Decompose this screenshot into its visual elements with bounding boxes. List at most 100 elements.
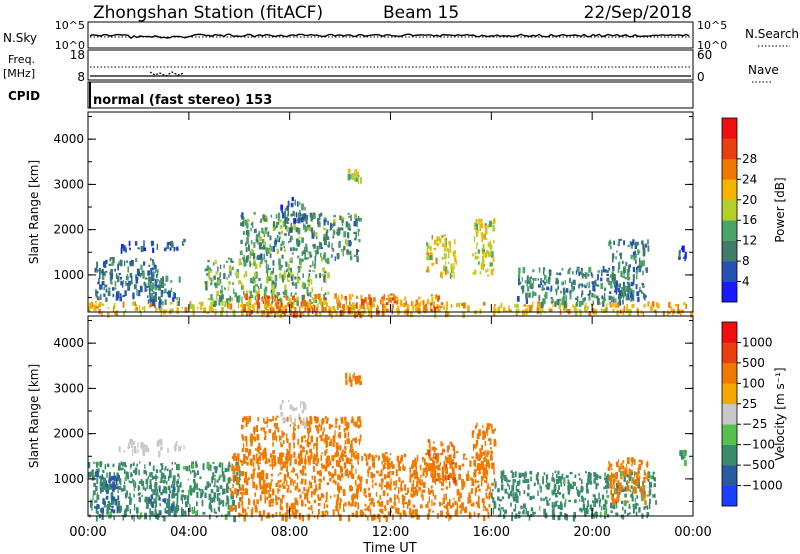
velocity-cell — [515, 496, 519, 503]
power-cell — [450, 274, 454, 278]
power-cell — [232, 310, 236, 317]
velocity-cell — [431, 490, 434, 494]
velocity-cell — [512, 478, 515, 486]
x-tick-label: 12:00 — [372, 525, 409, 540]
velocity-cell — [339, 514, 342, 521]
velocity-cell — [273, 460, 276, 465]
velocity-cell — [681, 455, 684, 460]
velocity-cell — [168, 494, 170, 499]
velocity-cell — [611, 484, 613, 490]
velocity-cell — [106, 472, 108, 478]
velocity-cell — [359, 434, 362, 439]
velocity-cell — [368, 492, 371, 498]
velocity-cell — [305, 450, 308, 455]
velocity-cell — [180, 507, 183, 512]
velocity-cell — [338, 457, 342, 463]
velocity-cell — [422, 456, 425, 460]
velocity-cell — [398, 497, 400, 504]
velocity-cell — [554, 501, 557, 508]
power-cell — [122, 311, 125, 315]
velocity-cell — [371, 455, 374, 462]
power-cell — [284, 284, 287, 291]
velocity-cell — [604, 472, 607, 477]
velocity-cell — [232, 484, 234, 489]
velocity-cell — [295, 511, 297, 516]
velocity-cell — [635, 511, 638, 516]
power-cell — [386, 297, 388, 301]
velocity-cell — [169, 490, 172, 494]
velocity-cell — [149, 479, 152, 484]
power-cell — [154, 305, 157, 309]
velocity-cell — [117, 500, 121, 506]
power-cell — [443, 305, 445, 311]
power-cell — [368, 294, 371, 300]
power-cell — [313, 230, 315, 237]
velocity-cell — [244, 508, 247, 513]
velocity-cell — [307, 431, 310, 437]
velocity-cell — [354, 376, 357, 382]
velocity-cell — [154, 505, 157, 511]
velocity-cell — [236, 476, 240, 483]
velocity-cell — [478, 455, 481, 459]
velocity-cell — [158, 497, 161, 501]
velocity-cell — [217, 486, 220, 492]
velocity-cell — [638, 463, 642, 470]
velocity-cell — [526, 478, 530, 484]
velocity-cell — [358, 474, 360, 479]
power-cell — [188, 302, 191, 310]
velocity-cell — [300, 458, 302, 463]
velocity-cell — [279, 498, 283, 504]
velocity-cell — [116, 506, 120, 511]
power-cell — [615, 280, 618, 287]
velocity-cell — [628, 475, 632, 482]
velocity-cell — [420, 474, 422, 479]
velocity-cell — [357, 376, 360, 379]
velocity-cell — [164, 466, 167, 470]
velocity-cell — [213, 492, 217, 499]
colorbar-tick-label: 12 — [742, 234, 757, 248]
power-cell — [111, 273, 113, 280]
velocity-cell — [267, 490, 270, 493]
power-cell — [99, 274, 101, 279]
velocity-cell — [286, 438, 289, 443]
power-cell — [642, 284, 645, 288]
velocity-cell — [351, 512, 355, 517]
velocity-cell — [350, 419, 354, 424]
velocity-cell — [388, 463, 391, 470]
velocity-cell — [160, 472, 163, 477]
power-cell — [411, 301, 413, 307]
velocity-cell — [167, 485, 171, 491]
power-cell — [350, 214, 352, 221]
velocity-cell — [629, 470, 632, 477]
power-cell — [101, 303, 105, 306]
power-cell — [486, 250, 489, 254]
velocity-cell — [315, 484, 317, 489]
velocity-cell — [132, 440, 135, 445]
velocity-cell — [517, 489, 520, 493]
velocity-cell — [641, 493, 645, 497]
velocity-cell — [365, 454, 368, 462]
velocity-cell — [346, 460, 350, 464]
velocity-cell — [226, 495, 229, 502]
velocity-cell — [520, 505, 523, 510]
velocity-cell — [379, 508, 383, 512]
power-cell — [308, 275, 311, 282]
power-cell — [617, 243, 620, 247]
power-cell — [357, 177, 359, 184]
velocity-cell — [201, 490, 204, 494]
velocity-cell — [343, 491, 346, 496]
power-cell — [176, 246, 179, 251]
power-cell — [128, 240, 131, 247]
velocity-cell — [94, 505, 97, 509]
velocity-cell — [545, 484, 549, 488]
velocity-cell — [273, 455, 277, 461]
power-cell — [639, 257, 641, 264]
power-cell — [324, 302, 327, 305]
power-cell — [101, 268, 104, 275]
velocity-cell — [289, 448, 291, 454]
velocity-cell — [350, 381, 353, 387]
velocity-cell — [473, 446, 477, 449]
power-cell — [218, 295, 221, 302]
velocity-cell — [324, 439, 327, 444]
velocity-cell — [351, 495, 354, 501]
